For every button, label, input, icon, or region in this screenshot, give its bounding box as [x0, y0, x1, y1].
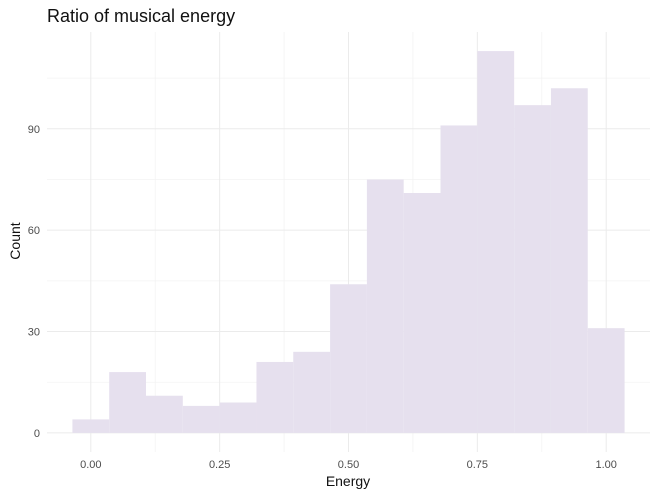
histogram-bar	[587, 328, 625, 433]
axis-layer: 0.00 0.25 0.50 0.75 1.00 0 30 60 90	[28, 124, 617, 471]
histogram-bar	[550, 88, 588, 433]
histogram-bar	[440, 125, 478, 433]
bar-layer	[72, 51, 625, 433]
histogram-bar	[219, 402, 257, 433]
x-tick-label: 0.00	[80, 459, 101, 471]
chart-title: Ratio of musical energy	[47, 6, 235, 26]
histogram-bar	[256, 361, 294, 433]
y-tick-label: 30	[28, 327, 40, 339]
histogram-bar	[146, 395, 183, 433]
x-axis-title: Energy	[326, 473, 370, 489]
histogram-bar	[477, 51, 515, 433]
histogram-bar	[72, 419, 110, 433]
histogram-bar	[182, 405, 220, 433]
y-tick-label: 60	[28, 225, 40, 237]
histogram-bar	[330, 284, 367, 433]
x-tick-label: 0.25	[209, 459, 230, 471]
histogram-bar	[109, 372, 147, 433]
histogram-bar	[293, 351, 331, 433]
y-axis-title: Count	[7, 222, 23, 259]
histogram-bar	[514, 105, 551, 433]
x-tick-label: 1.00	[595, 459, 616, 471]
y-tick-label: 90	[28, 124, 40, 136]
y-tick-label: 0	[34, 428, 40, 440]
x-tick-label: 0.50	[338, 459, 359, 471]
x-tick-label: 0.75	[467, 459, 488, 471]
histogram-bar	[403, 193, 441, 433]
histogram-bar	[366, 179, 404, 433]
